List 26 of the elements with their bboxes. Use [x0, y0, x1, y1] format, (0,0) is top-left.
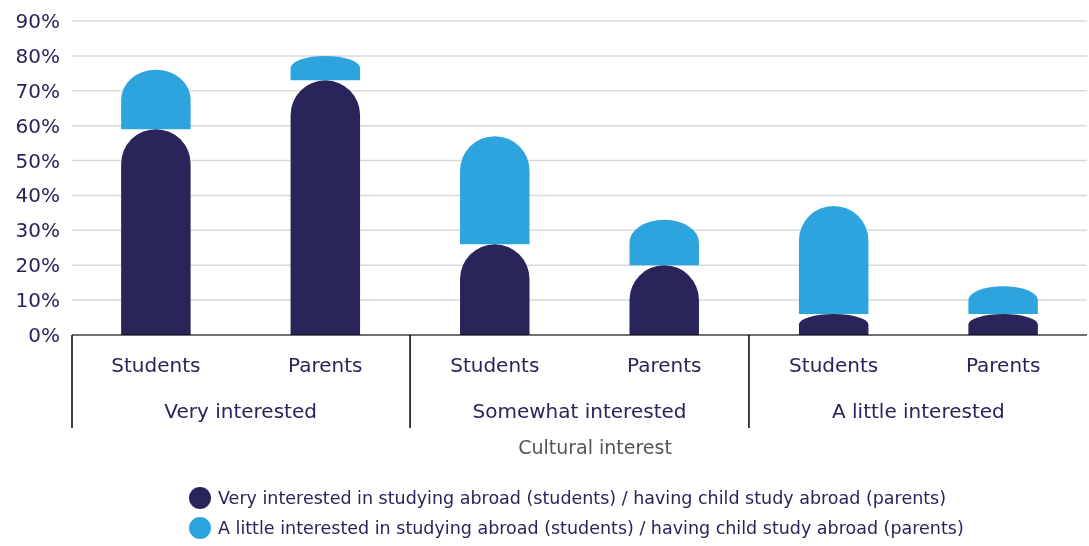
x-tick-label: Parents: [965, 353, 1041, 377]
x-tick-label: Parents: [627, 353, 702, 377]
text: Somewhat interested: [472, 399, 687, 423]
bar: [290, 80, 361, 335]
x-tick-label: Students: [450, 353, 540, 377]
x-tick-label: Students: [789, 353, 879, 377]
y-tick-label: 20%: [15, 253, 60, 278]
y-tick-label: 40%: [15, 183, 60, 208]
y-tick-label: 50%: [15, 148, 60, 173]
y-tick-label: 0%: [28, 323, 60, 347]
y-tick-label: 70%: [15, 78, 60, 103]
y-tick-label: 10%: [15, 288, 60, 313]
y-tick-label: 90%: [15, 9, 60, 33]
bar: [121, 129, 191, 335]
x-tick-label: Students: [111, 353, 201, 377]
text: A little interested: [832, 399, 1005, 423]
bar: [798, 205, 869, 315]
y-tick-label: 30%: [15, 218, 60, 243]
legend-label: A little interested in studying abroad (students) / having child study abroad (parents): [218, 518, 964, 539]
y-tick-label: 80%: [15, 43, 60, 68]
y-tick-label: 60%: [15, 113, 60, 138]
x-axis-title: Cultural interest: [518, 436, 672, 458]
bar: [460, 136, 530, 245]
legend-label: Very interested in studying abroad (students) / having child study abroad (parents): [218, 488, 947, 509]
text: Very interested: [164, 399, 317, 423]
x-tick-label: Parents: [288, 353, 363, 377]
